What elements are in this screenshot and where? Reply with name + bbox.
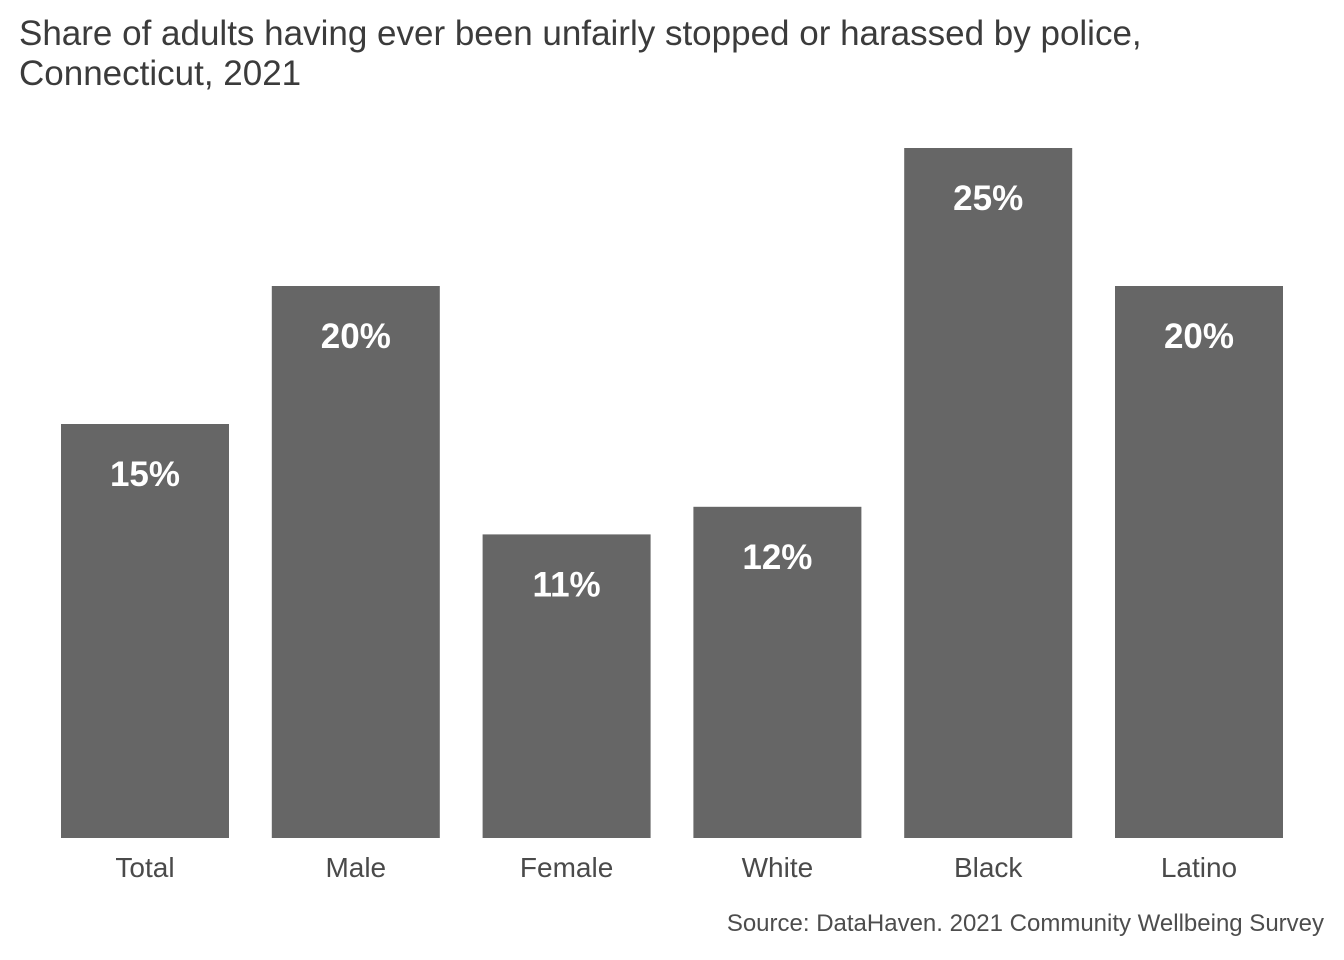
source-note: Source: DataHaven. 2021 Community Wellbe… [726, 910, 1324, 937]
value-label-latino: 20% [1164, 317, 1234, 356]
chart-title-line-2: Connecticut, 2021 [19, 54, 302, 93]
chart-title: Share of adults having ever been unfairl… [19, 14, 1319, 94]
value-label-total: 15% [110, 455, 180, 494]
chart-title-line-1: Share of adults having ever been unfairl… [19, 14, 1142, 53]
bar-latino [1115, 286, 1283, 838]
tick-label-black: Black [954, 852, 1023, 883]
value-labels-group: 15% 20% 11% 12% 25% 20% [110, 179, 1234, 604]
tick-label-total: Total [115, 852, 174, 883]
value-label-female: 11% [533, 565, 601, 604]
bar-male [271, 286, 440, 838]
x-axis-tick-labels: Total Male Female White Black Latino [115, 852, 1237, 883]
tick-label-female: Female [520, 852, 613, 883]
value-label-white: 12% [742, 538, 812, 577]
bar-female [482, 534, 651, 838]
bar-black [904, 148, 1073, 838]
value-label-male: 20% [321, 317, 391, 356]
bars-group [61, 148, 1283, 838]
bar-white [693, 506, 862, 838]
tick-label-male: Male [325, 852, 386, 883]
bar-total [61, 424, 229, 838]
tick-label-latino: Latino [1161, 852, 1237, 883]
tick-label-white: White [742, 852, 814, 883]
value-label-black: 25% [953, 179, 1023, 218]
